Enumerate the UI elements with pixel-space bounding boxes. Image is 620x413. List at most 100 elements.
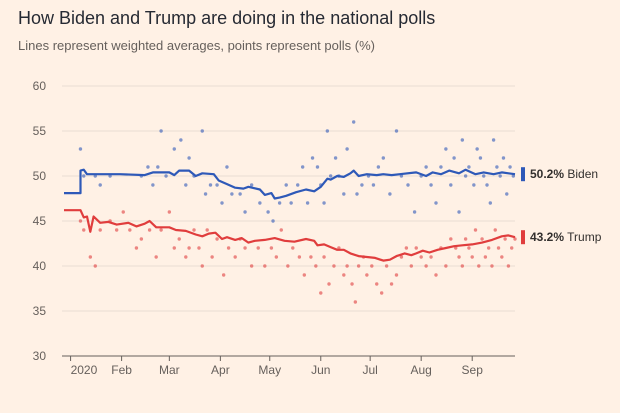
biden-poll-point — [305, 201, 310, 205]
biden-poll-point — [495, 165, 499, 169]
trump-poll-point — [210, 255, 214, 259]
trump-poll-point — [197, 246, 201, 250]
biden-poll-point — [249, 183, 254, 187]
trump-poll-point — [297, 255, 302, 259]
biden-poll-point — [266, 210, 270, 214]
biden-poll-point — [457, 210, 461, 214]
trump-poll-point — [302, 273, 307, 277]
x-tick-label: Mar — [159, 363, 180, 377]
trump-poll-point — [319, 291, 323, 295]
biden-poll-point — [482, 174, 486, 178]
biden-poll-point — [179, 138, 183, 142]
trump-poll-point — [154, 255, 158, 259]
trump-poll-point — [486, 246, 491, 250]
biden-poll-point — [501, 156, 506, 160]
trump-poll-point — [490, 264, 494, 268]
biden-poll-point — [146, 165, 150, 169]
trump-poll-point — [167, 210, 172, 214]
trump-poll-point — [513, 237, 517, 241]
trump-poll-point — [463, 237, 468, 241]
trump-poll-point — [200, 264, 204, 268]
biden-poll-point — [460, 138, 465, 142]
trump-poll-point — [233, 255, 237, 259]
x-tick-label: Sep — [462, 363, 484, 377]
poll-points — [78, 120, 517, 304]
trump-poll-point — [510, 246, 514, 250]
biden-poll-point — [376, 165, 381, 169]
trump-poll-point — [205, 228, 209, 232]
biden-poll-point — [491, 138, 496, 142]
trump-poll-point — [269, 246, 274, 250]
trump-poll-point — [424, 264, 428, 268]
trump-poll-point — [444, 264, 448, 268]
x-tick-label: Aug — [410, 363, 431, 377]
trump-poll-point — [221, 273, 226, 277]
trump-poll-point — [404, 246, 409, 250]
biden-poll-point — [284, 183, 288, 187]
biden-poll-point — [184, 183, 188, 187]
x-tick-label: Jun — [311, 363, 330, 377]
x-tick-label: Feb — [111, 363, 132, 377]
biden-poll-point — [467, 165, 471, 169]
trump-poll-point — [375, 282, 379, 286]
biden-poll-point — [505, 192, 509, 196]
biden-poll-point — [360, 183, 364, 187]
trump-poll-point — [139, 237, 144, 241]
biden-poll-point — [434, 201, 438, 205]
trump-poll-point — [356, 264, 361, 268]
trump-poll-point — [332, 264, 336, 268]
biden-poll-point — [230, 192, 234, 196]
trump-poll-point — [187, 246, 191, 250]
trump-poll-point — [506, 264, 511, 268]
trump-poll-point — [114, 228, 119, 232]
biden-poll-point — [156, 165, 160, 169]
trump-poll-point — [159, 228, 163, 232]
biden-end-value: 50.2% — [530, 167, 564, 181]
y-tick-label: 50 — [33, 169, 47, 183]
biden-poll-point — [449, 183, 453, 187]
biden-poll-point — [271, 219, 275, 223]
biden-poll-point — [225, 165, 229, 169]
trump-poll-point — [345, 264, 349, 268]
trump-poll-point — [98, 228, 102, 232]
biden-poll-point — [322, 201, 326, 205]
trump-poll-point — [88, 255, 93, 259]
trump-poll-point — [263, 264, 267, 268]
biden-poll-point — [488, 201, 493, 205]
biden-poll-point — [238, 192, 242, 196]
trump-poll-point — [78, 219, 83, 223]
trump-average-line — [64, 209, 516, 262]
trump-poll-point — [365, 273, 369, 277]
trump-poll-point — [409, 264, 414, 268]
trump-poll-point — [82, 228, 86, 232]
biden-poll-point — [187, 156, 191, 160]
trump-poll-point — [134, 246, 139, 250]
biden-poll-point — [151, 183, 155, 187]
biden-poll-point — [82, 174, 86, 178]
biden-poll-point — [220, 201, 224, 205]
biden-poll-point — [371, 183, 376, 187]
trump-poll-point — [286, 264, 290, 268]
y-tick-label: 35 — [33, 304, 47, 318]
trump-end-marker — [521, 230, 525, 245]
biden-poll-point — [172, 147, 176, 151]
biden-end-name: Biden — [564, 167, 598, 181]
biden-poll-point — [444, 147, 448, 151]
y-tick-label: 30 — [33, 349, 47, 363]
biden-poll-point — [351, 120, 356, 124]
biden-poll-point — [463, 174, 468, 178]
trump-poll-point — [473, 228, 478, 232]
biden-poll-point — [345, 147, 349, 151]
trump-poll-point — [399, 255, 404, 259]
trump-end-value: 43.2% — [530, 230, 564, 244]
biden-poll-point — [475, 147, 479, 151]
biden-poll-point — [485, 183, 489, 187]
trump-poll-point — [147, 228, 152, 232]
y-tick-label: 60 — [33, 79, 47, 93]
trump-poll-point — [379, 291, 384, 295]
biden-poll-point — [164, 174, 168, 178]
biden-poll-point — [508, 165, 512, 169]
biden-poll-point — [381, 156, 386, 160]
trump-poll-point — [249, 264, 254, 268]
